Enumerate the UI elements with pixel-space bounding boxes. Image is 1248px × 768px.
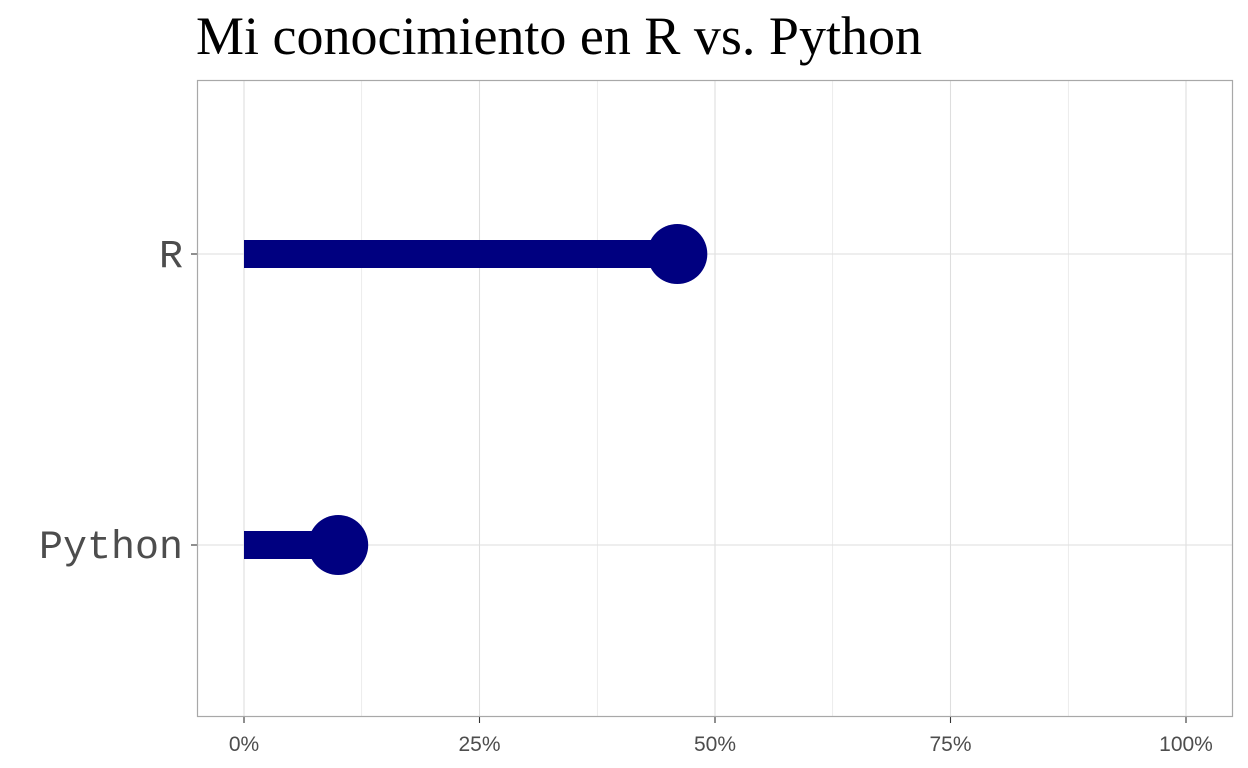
lollipop-marks bbox=[244, 224, 708, 575]
panel-border bbox=[196, 79, 1234, 718]
y-axis-labels: R Python bbox=[39, 235, 183, 571]
y-tick-label: R bbox=[159, 235, 183, 280]
x-tick-label: 50% bbox=[694, 733, 736, 756]
chart-title: Mi conocimiento en R vs. Python bbox=[196, 6, 922, 66]
x-tick-label: 25% bbox=[458, 733, 500, 756]
x-tick-label: 100% bbox=[1159, 733, 1213, 756]
grid-lines bbox=[191, 81, 1232, 723]
lollipop-point-python bbox=[308, 515, 369, 575]
x-tick-label: 0% bbox=[229, 733, 259, 756]
x-tick-label: 75% bbox=[929, 733, 971, 756]
y-tick-label: Python bbox=[39, 526, 183, 571]
x-axis-labels: 0% 25% 50% 75% 100% bbox=[229, 733, 1213, 756]
lollipop-point-r bbox=[647, 224, 708, 284]
